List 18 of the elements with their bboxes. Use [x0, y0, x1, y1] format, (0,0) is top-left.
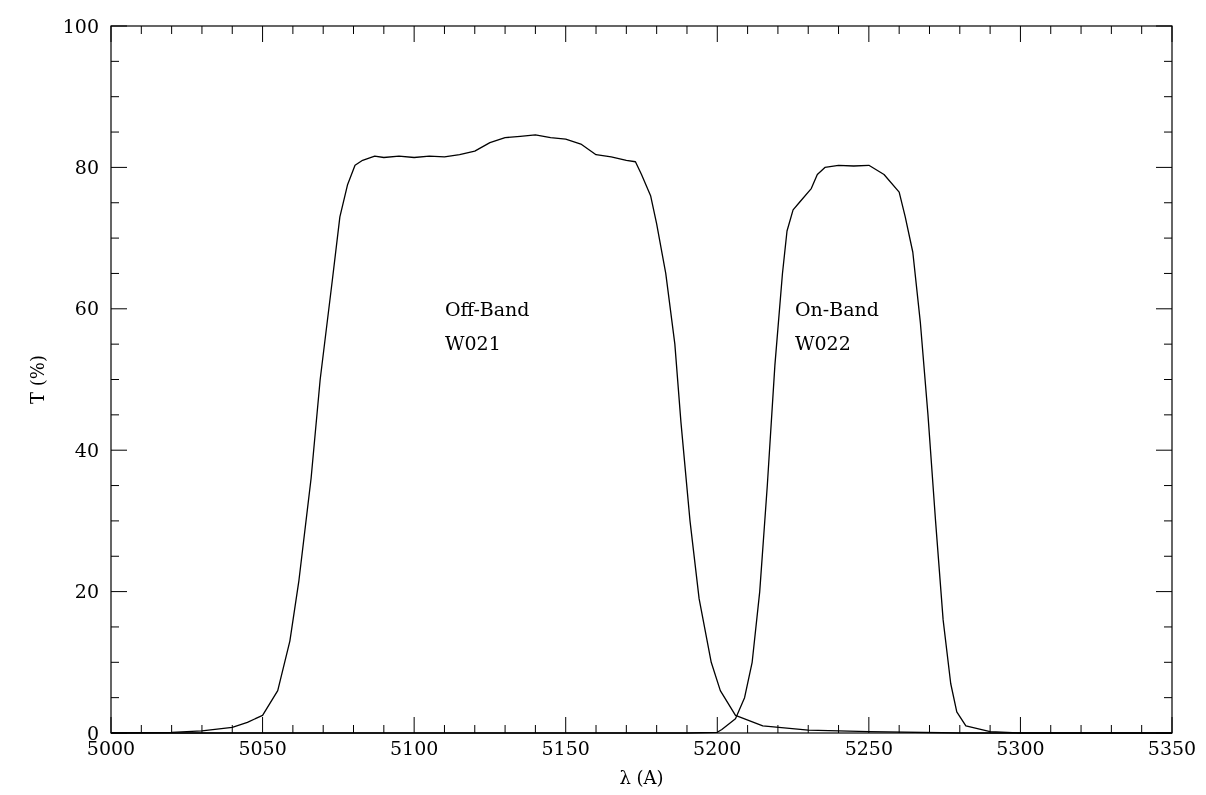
annotation: On-Band [795, 298, 879, 320]
y-tick-label: 80 [74, 156, 99, 179]
x-tick-label: 5200 [693, 737, 742, 759]
annotation: Off-Band [445, 298, 530, 320]
x-tick-label: 5300 [996, 737, 1045, 759]
x-axis-title: λ (A) [619, 767, 664, 788]
y-axis-title: T (%) [27, 355, 48, 404]
x-tick-label: 5150 [541, 737, 590, 759]
y-tick-label: 60 [74, 297, 99, 320]
annotation: W021 [445, 332, 501, 354]
x-tick-label: 5100 [389, 737, 439, 759]
y-tick-label: 20 [74, 580, 99, 603]
y-tick-label: 100 [62, 14, 99, 37]
x-tick-label: 5050 [238, 737, 287, 759]
annotation: W022 [795, 332, 851, 354]
x-tick-label: 5350 [1147, 737, 1197, 759]
x-tick-label: 5250 [844, 737, 894, 759]
y-tick-label: 40 [74, 438, 99, 461]
